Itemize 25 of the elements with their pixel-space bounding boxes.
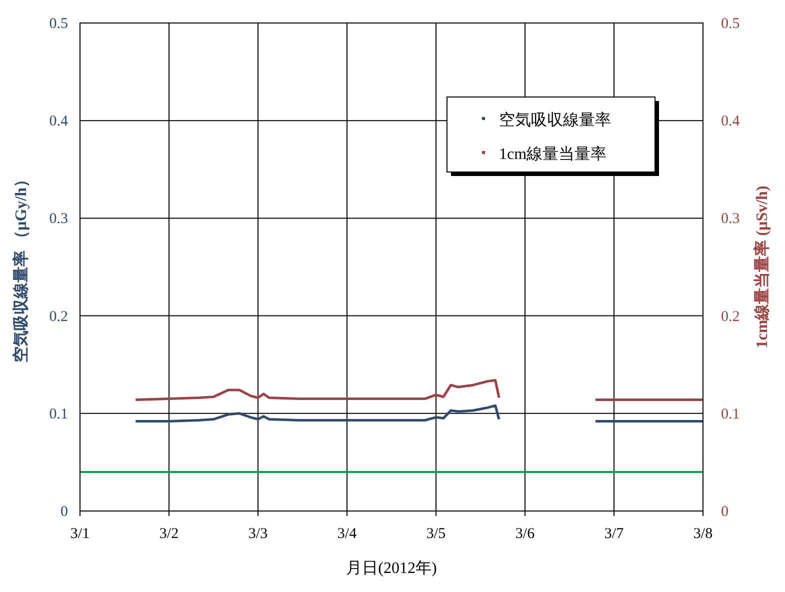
y2-tick-label: 0.1 — [721, 406, 740, 422]
y-tick-label: 0.4 — [49, 114, 68, 130]
x-tick-label: 3/3 — [248, 526, 268, 542]
x-tick-label: 3/2 — [159, 526, 179, 542]
legend-label: 1cm線量当量率 — [499, 145, 607, 163]
y2-tick-label: 0.2 — [721, 308, 740, 325]
y-tick-label: 0.2 — [49, 308, 68, 325]
y-tick-label: 0.1 — [49, 406, 68, 422]
y-tick-label: 0.3 — [49, 211, 68, 228]
x-axis-title: 月日(2012年) — [346, 560, 437, 577]
x-tick-label: 3/1 — [70, 526, 90, 542]
y-axis-title: 空気吸収線量率 （µGy/h） — [11, 171, 30, 363]
x-tick-label: 3/8 — [693, 526, 713, 542]
x-tick-label: 3/7 — [604, 526, 624, 542]
x-tick-label: 3/4 — [337, 526, 358, 542]
y-tick-label: 0.5 — [49, 16, 68, 32]
y2-tick-label: 0 — [721, 504, 728, 520]
y2-axis-title: 1cm線量当量率 (µSv/h) — [752, 186, 771, 348]
y2-tick-label: 0.3 — [721, 211, 740, 228]
x-tick-label: 3/6 — [515, 526, 536, 542]
y-tick-label: 0 — [60, 504, 68, 520]
x-tick-label: 3/5 — [426, 526, 446, 542]
legend-label: 空気吸収線量率 — [499, 111, 611, 129]
y2-tick-label: 0.4 — [721, 114, 740, 130]
y2-tick-label: 0.5 — [721, 16, 740, 32]
